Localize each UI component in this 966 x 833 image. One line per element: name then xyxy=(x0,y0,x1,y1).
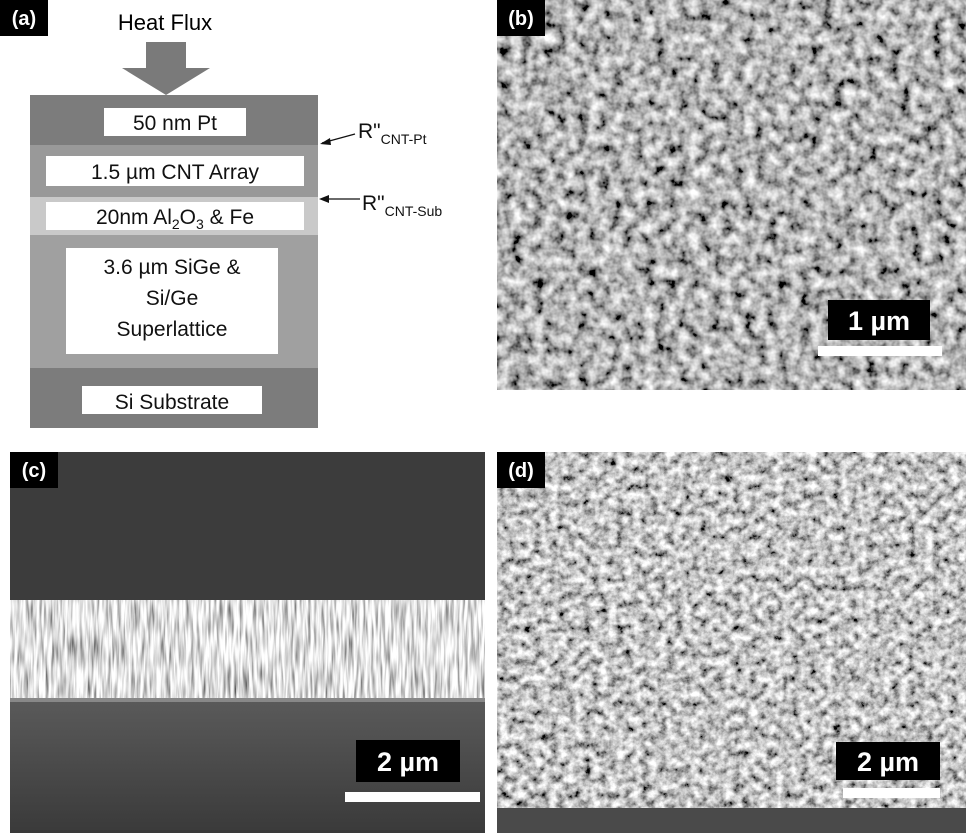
symbol: R" xyxy=(362,192,385,215)
layer-label: Si/Ge xyxy=(146,287,199,310)
heat-flux-label: Heat Flux xyxy=(118,10,212,35)
layer-label: Superlattice xyxy=(117,318,228,341)
pointer-head xyxy=(320,138,331,145)
text-part: O xyxy=(180,206,196,229)
interface xyxy=(0,698,485,702)
layer-label: 1.5 µm CNT Array xyxy=(91,161,260,184)
gap xyxy=(0,452,10,833)
scale-label: 2 µm xyxy=(377,747,439,777)
subscript: CNT-Pt xyxy=(381,131,427,147)
panel-label: (c) xyxy=(22,460,46,482)
scale-bar xyxy=(843,788,940,798)
pointer-head xyxy=(319,195,329,203)
panel-label: (a) xyxy=(12,8,36,30)
scale-label: 1 µm xyxy=(848,306,910,336)
panel-a: Heat Flux 50 nm Pt 1.5 µm CNT Array 20nm… xyxy=(0,0,442,428)
figure: Heat Flux 50 nm Pt 1.5 µm CNT Array 20nm… xyxy=(0,0,966,833)
heat-arrow xyxy=(122,42,210,95)
scale-bar xyxy=(818,346,942,356)
cnt-forest xyxy=(10,600,485,700)
layer-label: 50 nm Pt xyxy=(133,112,217,135)
panel-label: (d) xyxy=(508,460,534,482)
subscript: CNT-Sub xyxy=(385,203,443,219)
layer-label: Si Substrate xyxy=(115,391,229,414)
text-part: & Fe xyxy=(204,206,254,229)
subscript: 2 xyxy=(172,216,180,232)
scale-bar xyxy=(345,792,480,802)
panel-d: (d) 2 µm xyxy=(497,452,966,833)
panel-label: (b) xyxy=(508,8,534,30)
scale-label: 2 µm xyxy=(857,747,919,777)
layer-label: 3.6 µm SiGe & xyxy=(104,256,241,279)
substrate xyxy=(497,808,966,833)
resistance-label: R"CNT-Sub xyxy=(362,192,442,219)
page: {"panel_a": {"label": "(a)", "heat_flux"… xyxy=(0,0,966,833)
text-part: 20nm Al xyxy=(96,206,172,229)
panel-b: (b) 1 µm xyxy=(497,0,966,390)
resistance-label: R"CNT-Pt xyxy=(358,120,427,147)
symbol: R" xyxy=(358,120,381,143)
subscript: 3 xyxy=(196,216,204,232)
panel-c: (c) 2 µm xyxy=(0,452,485,833)
